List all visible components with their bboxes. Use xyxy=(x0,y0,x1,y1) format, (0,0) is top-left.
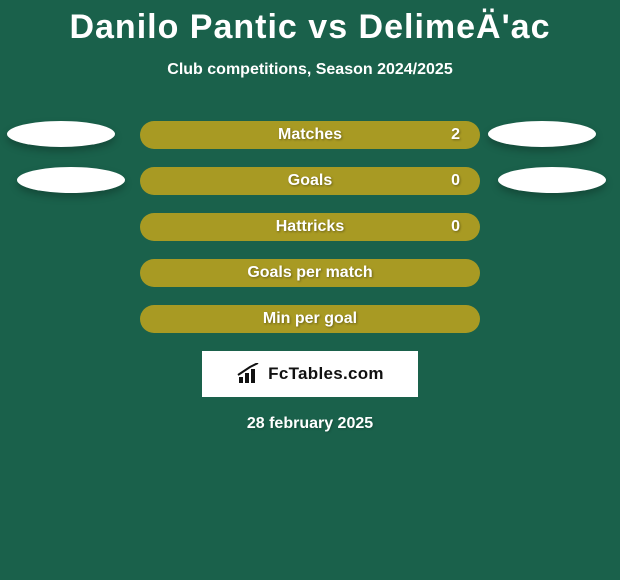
stat-label: Goals per match xyxy=(140,259,480,287)
stat-value: 0 xyxy=(140,213,460,241)
player-left-marker xyxy=(17,167,125,193)
stat-value: 2 xyxy=(140,121,460,149)
page-subtitle: Club competitions, Season 2024/2025 xyxy=(0,61,620,79)
stat-row: Goals per match xyxy=(0,259,620,287)
logo-chart-icon xyxy=(236,363,262,385)
stat-value: 0 xyxy=(140,167,460,195)
stat-row: Matches2 xyxy=(0,121,620,149)
stat-row: Min per goal xyxy=(0,305,620,333)
player-right-marker xyxy=(488,121,596,147)
stat-label: Min per goal xyxy=(140,305,480,333)
player-right-marker xyxy=(498,167,606,193)
footer-date: 28 february 2025 xyxy=(0,415,620,433)
stat-row: Hattricks0 xyxy=(0,213,620,241)
logo-text: FcTables.com xyxy=(268,364,384,384)
logo-box: FcTables.com xyxy=(202,351,418,397)
stat-row: Goals0 xyxy=(0,167,620,195)
page-title: Danilo Pantic vs DelimeÄ'ac xyxy=(0,0,620,47)
stats-area: Matches2 Goals0 Hattricks0 Goals per match M… xyxy=(0,121,620,333)
player-left-marker xyxy=(7,121,115,147)
